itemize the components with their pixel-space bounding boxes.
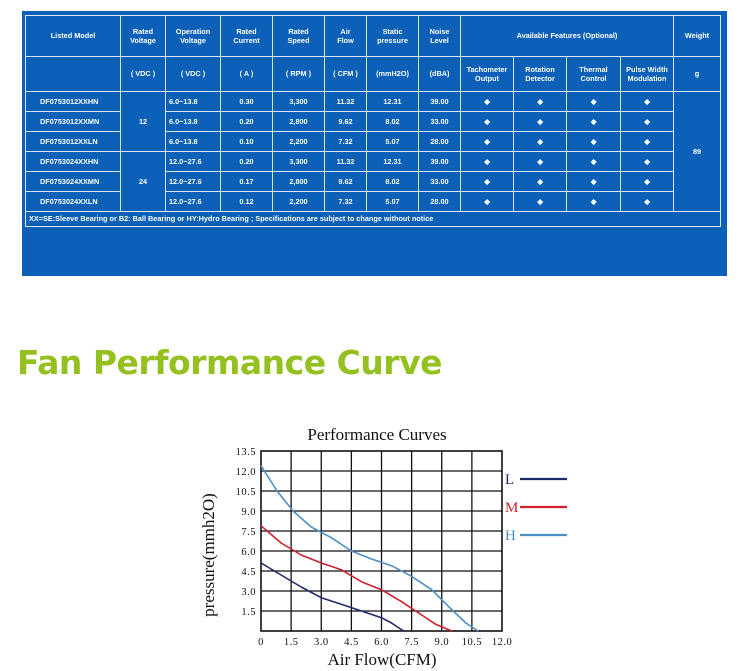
table-row: DF0753012XXHN 12 6.0~13.8 0.30 3,300 11.… [25,91,722,212]
unit-rated-voltage: ( VDC ) [120,56,166,92]
y-tick-label: 13.5 [236,447,256,458]
header-weight: Weight [673,15,722,57]
series-line-h [260,465,479,632]
x-tick-label: 4.5 [344,637,359,648]
header-tachometer-output: Tachometer Output [460,56,514,92]
cell-weight: 89 [673,91,722,212]
x-tick-label: 1.5 [284,637,299,648]
x-tick-label: 10.5 [462,637,482,648]
legend-label-m: M [505,500,518,516]
section-heading: Fan Performance Curve [17,343,442,382]
spec-table-panel: Listed Model Rated Voltage Operation Vol… [22,11,727,276]
table-row: DF0753024XXHN 24 12.0~27.6 0.20 3,300 11… [25,151,721,212]
spec-table: Listed Model Rated Voltage Operation Vol… [24,15,722,227]
header-air-flow: Air Flow [324,15,367,57]
header-row: Listed Model Rated Voltage Operation Vol… [25,15,722,57]
y-tick-label: 12.0 [236,467,256,478]
unit-air-flow: ( CFM ) [324,56,367,92]
unit-weight: g [673,56,722,92]
table-row: DF0753012XXMN 6.0~13.8 0.20 2,800 9.62 8… [25,111,721,132]
chart-legend: LMH [505,472,567,544]
header-available-features: Available Features (Optional) [459,15,675,57]
cell-rated-voltage-12: 12 [120,91,166,152]
x-tick-label: 7.5 [404,637,419,648]
y-tick-label: 4.5 [241,567,256,578]
y-axis-ticks: 1.5 3.0 4.5 6.0 7.5 9.0 10.5 12.0 13.5 [236,447,256,618]
unit-rated-current: ( A ) [220,56,273,92]
x-axis-ticks: 0 1.5 3.0 4.5 6.0 7.5 9.0 10.5 12.0 [258,637,512,648]
unit-static-pressure: (mmH2O) [366,56,419,92]
y-tick-label: 9.0 [241,507,256,518]
header-listed-model: Listed Model [25,15,121,57]
note-row: XX=SE:Sleeve Bearing or B2: Ball Bearing… [24,211,722,227]
legend-label-l: L [505,472,514,488]
header-rated-speed: Rated Speed [272,15,325,57]
header-pwm: Pulse Width Modulation [619,56,675,92]
header-noise-level: Noise Level [418,15,461,57]
y-tick-label: 10.5 [236,487,256,498]
header-thermal-control: Thermal Control [566,56,621,92]
header-model-units [25,56,121,92]
y-tick-label: 6.0 [241,547,256,558]
series-line-l [260,562,405,632]
x-axis-label: Air Flow(CFM) [327,650,436,669]
cell-rated-voltage-24: 24 [120,151,166,212]
x-tick-label: 3.0 [314,637,329,648]
x-tick-label: 9.0 [434,637,449,648]
x-tick-label: 6.0 [374,637,389,648]
chart-series [260,465,479,632]
chart-grid [260,450,503,632]
x-tick-label: 0 [258,637,264,648]
table-row: DF0753024XXMN 12.0~27.6 0.17 2,800 9.62 … [25,171,721,192]
y-tick-label: 7.5 [241,527,256,538]
y-axis-label: pressure(mmh2O) [199,493,218,617]
unit-operation-voltage: ( VDC ) [165,56,221,92]
legend-label-h: H [505,528,516,544]
table-row: DF0753024XXLN 12.0~27.6 0.12 2,200 7.32 … [25,191,721,212]
x-tick-label: 12.0 [492,637,512,648]
y-tick-label: 3.0 [241,587,256,598]
series-line-m [260,525,453,632]
y-tick-label: 1.5 [241,607,256,618]
table-note: XX=SE:Sleeve Bearing or B2: Ball Bearing… [24,211,722,227]
unit-noise-level: (dBA) [418,56,461,92]
header-rated-voltage: Rated Voltage [120,15,166,57]
chart-title: Performance Curves [307,425,446,444]
